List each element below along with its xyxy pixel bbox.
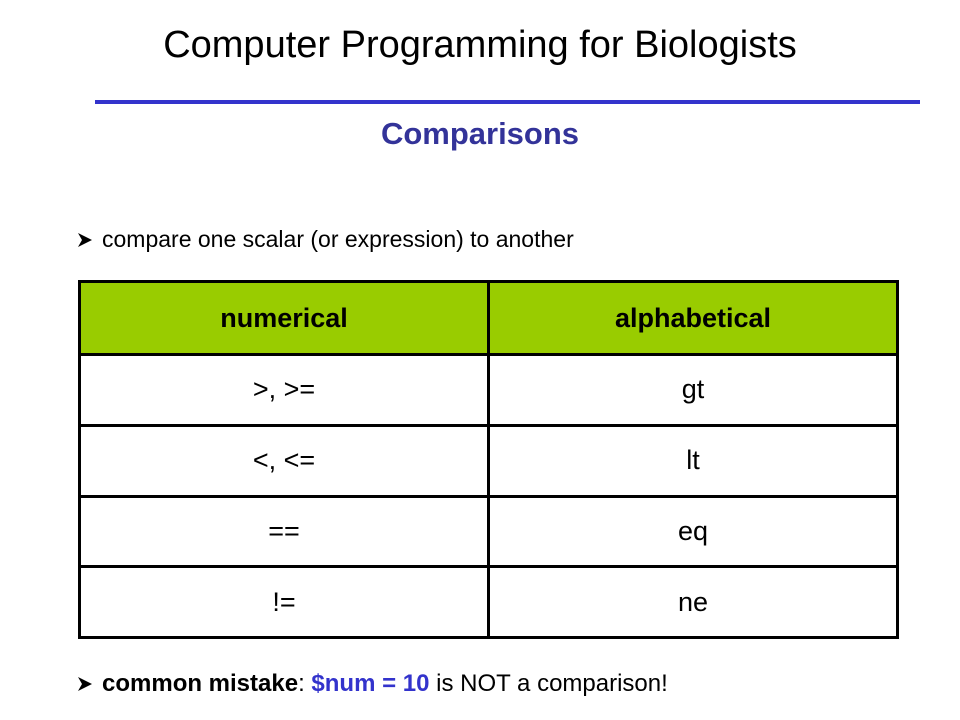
table-cell: lt (487, 423, 899, 498)
header-cell: numerical (78, 280, 490, 356)
comparison-table: numerical alphabetical >, >= gt <, <= lt == eq… (78, 280, 899, 639)
bullet-text-part: $num = 10 (311, 670, 430, 697)
table-cell: eq (487, 494, 899, 569)
table-cell: >, >= (78, 353, 490, 427)
bullet-arrow (78, 232, 92, 247)
slide-title: Computer Programming for Biologists (163, 24, 797, 66)
table-row: >, >= gt (78, 353, 899, 427)
bullet-text-part: common mistake (102, 670, 299, 697)
table-body: >, >= gt <, <= lt == eq != ne (78, 353, 899, 639)
bullet-text-part: compare one scalar (or expression) to an… (102, 226, 574, 252)
header-cell: alphabetical (487, 280, 899, 356)
bullet: compare one scalar (or expression) to an… (76, 226, 574, 253)
bullet-text: compare one scalar (or expression) to an… (102, 226, 574, 253)
bullet-arrow (78, 677, 92, 691)
title-rule (95, 100, 920, 104)
bullet-text-part: : (298, 670, 312, 697)
table-cell: == (78, 494, 490, 569)
table-row: == eq (78, 494, 899, 569)
table-row: <, <= lt (78, 423, 899, 498)
table-cell: <, <= (78, 423, 490, 498)
table-cell: ne (487, 565, 899, 639)
slide-subtitle: Comparisons (380, 116, 580, 151)
table-cell: gt (487, 353, 899, 427)
header-row: numerical alphabetical (78, 280, 899, 356)
bullet-text-part: is NOT a comparison! (429, 670, 668, 697)
bullet-text: common mistake: $num = 10 is NOT a compa… (102, 670, 668, 698)
bullet: common mistake: $num = 10 is NOT a compa… (76, 670, 668, 698)
table-cell: != (78, 565, 490, 639)
table-row: != ne (78, 565, 899, 639)
